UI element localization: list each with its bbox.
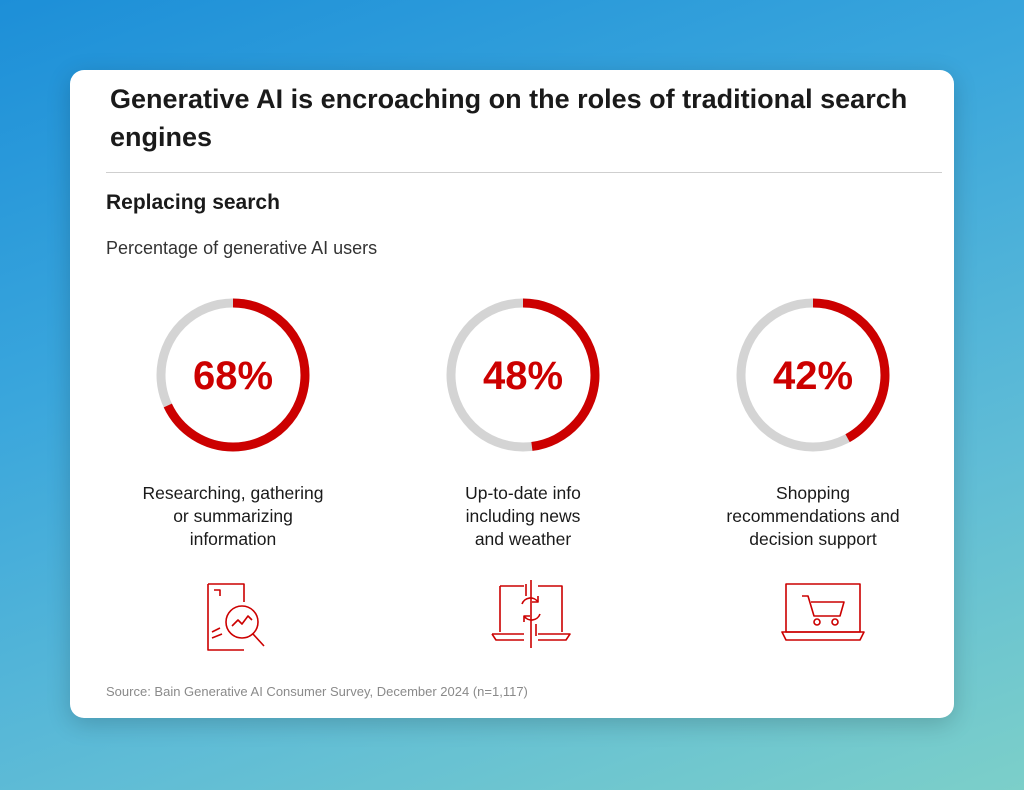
donut-ring-research: 68% (154, 296, 312, 454)
label-line: recommendations and (726, 506, 900, 526)
item-label-shopping: Shopping recommendations and decision su… (668, 482, 958, 551)
label-line: Up-to-date info (465, 483, 581, 503)
label-line: and weather (474, 529, 572, 549)
value-label-news: 48% (483, 354, 563, 398)
chart-caption: Percentage of generative AI users (106, 238, 378, 258)
item-label-news: Up-to-date info including news and weath… (378, 482, 668, 551)
chart-card: Generative AI is encroaching on the role… (70, 70, 954, 718)
donut-arc-shopping (736, 298, 890, 452)
stat-item-research: 68% Researching, gathering or summarizin… (88, 296, 378, 656)
value-label-research: 68% (193, 354, 273, 398)
donut-chart-news: 48% (446, 298, 600, 452)
label-line: or summarizing (173, 506, 293, 526)
donut-chart-research: 68% (156, 298, 310, 452)
page-title: Generative AI is encroaching on the role… (110, 84, 908, 152)
laptop-cart-icon (778, 576, 868, 657)
item-label-research: Researching, gathering or summarizing in… (88, 482, 378, 551)
chart-subtitle: Replacing search (106, 191, 280, 214)
stat-item-shopping: 42% Shopping recommendations and decisio… (668, 296, 958, 656)
label-line: including news (465, 506, 581, 526)
title-divider (106, 172, 942, 173)
laptop-refresh-icon (488, 576, 574, 657)
stat-item-news: 48% Up-to-date info including news and w… (378, 296, 668, 656)
donut-arc-research (156, 298, 310, 452)
donut-ring-shopping: 42% (734, 296, 892, 454)
document-search-chart-icon (198, 576, 270, 659)
donut-ring-news: 48% (444, 296, 602, 454)
label-line: decision support (749, 529, 877, 549)
donut-arc-news (446, 298, 600, 452)
value-label-shopping: 42% (773, 354, 853, 398)
label-line: Researching, gathering (142, 483, 324, 503)
label-line: Shopping (776, 483, 850, 503)
donut-chart-shopping: 42% (736, 298, 890, 452)
label-line: information (189, 529, 277, 549)
source-note: Source: Bain Generative AI Consumer Surv… (106, 684, 528, 699)
